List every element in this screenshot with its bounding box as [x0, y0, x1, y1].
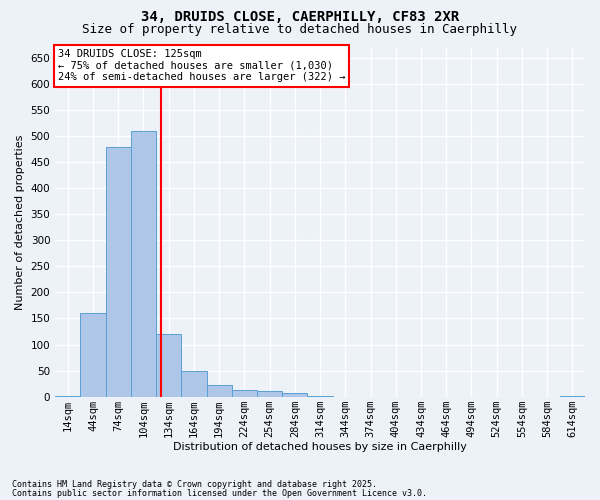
- Bar: [232, 390, 257, 396]
- Bar: [156, 334, 181, 396]
- Text: 34 DRUIDS CLOSE: 125sqm
← 75% of detached houses are smaller (1,030)
24% of semi: 34 DRUIDS CLOSE: 125sqm ← 75% of detache…: [58, 49, 346, 82]
- Bar: [282, 393, 307, 396]
- Bar: [206, 384, 232, 396]
- Bar: [181, 370, 206, 396]
- Bar: [131, 131, 156, 396]
- Text: Contains public sector information licensed under the Open Government Licence v3: Contains public sector information licen…: [12, 489, 427, 498]
- Bar: [80, 314, 106, 396]
- Y-axis label: Number of detached properties: Number of detached properties: [15, 134, 25, 310]
- Bar: [106, 146, 131, 396]
- Text: Contains HM Land Registry data © Crown copyright and database right 2025.: Contains HM Land Registry data © Crown c…: [12, 480, 377, 489]
- Text: Size of property relative to detached houses in Caerphilly: Size of property relative to detached ho…: [83, 22, 517, 36]
- Text: 34, DRUIDS CLOSE, CAERPHILLY, CF83 2XR: 34, DRUIDS CLOSE, CAERPHILLY, CF83 2XR: [141, 10, 459, 24]
- Bar: [257, 392, 282, 396]
- X-axis label: Distribution of detached houses by size in Caerphilly: Distribution of detached houses by size …: [173, 442, 467, 452]
